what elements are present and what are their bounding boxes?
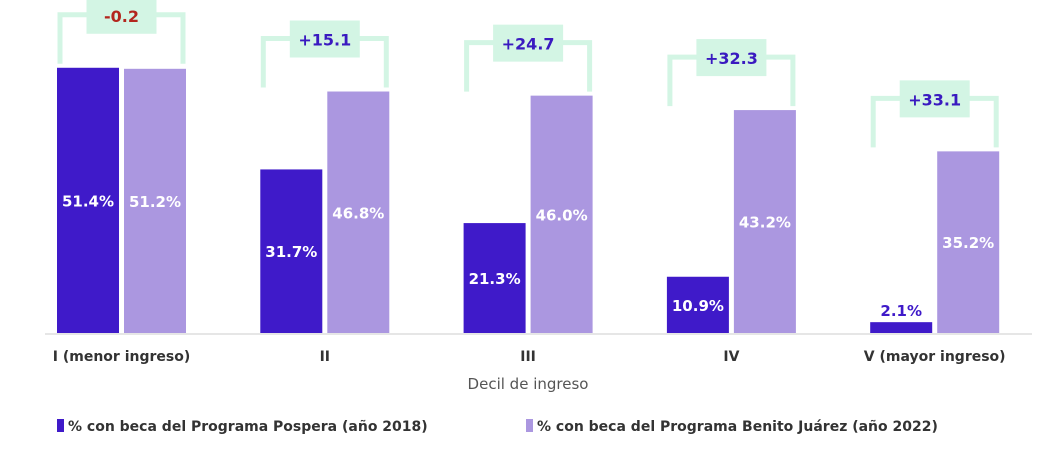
difference-label: +33.1 — [908, 90, 961, 109]
data-label: 35.2% — [942, 234, 994, 252]
bar-pospera-2018 — [870, 322, 933, 333]
bar-benito-juarez-2022 — [733, 110, 796, 333]
category-label: I (menor ingreso) — [53, 349, 190, 365]
difference-label-box — [493, 24, 564, 62]
category-label: V (mayor ingreso) — [864, 349, 1006, 365]
category-label: III — [520, 349, 536, 365]
bar-pospera-2018 — [57, 67, 119, 333]
legend-swatch-pospera — [57, 419, 64, 432]
category-label: II — [320, 349, 330, 365]
bar-pospera-2018 — [463, 223, 526, 333]
data-label: 21.3% — [469, 270, 521, 288]
legend-swatch-benito-juarez — [526, 419, 533, 432]
data-label: 10.9% — [672, 297, 724, 315]
data-label: 51.4% — [62, 192, 114, 210]
bar-benito-juarez-2022 — [937, 151, 1000, 333]
data-label: 51.2% — [129, 193, 181, 211]
difference-label-box — [696, 39, 767, 77]
data-label: 46.0% — [536, 206, 588, 224]
difference-label: +24.7 — [502, 35, 555, 54]
difference-label-box — [289, 20, 360, 58]
category-label: IV — [723, 349, 739, 365]
bar-benito-juarez-2022 — [327, 91, 390, 334]
bar-benito-juarez-2022 — [124, 68, 186, 334]
data-label: 2.1% — [880, 302, 922, 320]
data-label: 31.7% — [265, 243, 317, 261]
legend-label-benito-juarez: % con beca del Programa Benito Juárez (a… — [537, 419, 938, 435]
bar-pospera-2018 — [260, 169, 323, 333]
difference-label: +15.1 — [298, 31, 351, 50]
data-label: 46.8% — [332, 204, 384, 222]
data-label: 43.2% — [739, 214, 791, 232]
difference-label-box — [86, 0, 157, 34]
difference-label-box — [899, 80, 970, 118]
bar-pospera-2018 — [666, 276, 729, 333]
legend-label-pospera: % con beca del Programa Pospera (año 201… — [68, 419, 428, 435]
difference-label: -0.2 — [104, 7, 139, 26]
x-axis-title: Decil de ingreso — [468, 375, 589, 393]
difference-label: +32.3 — [705, 49, 758, 68]
bar-benito-juarez-2022 — [530, 95, 593, 333]
